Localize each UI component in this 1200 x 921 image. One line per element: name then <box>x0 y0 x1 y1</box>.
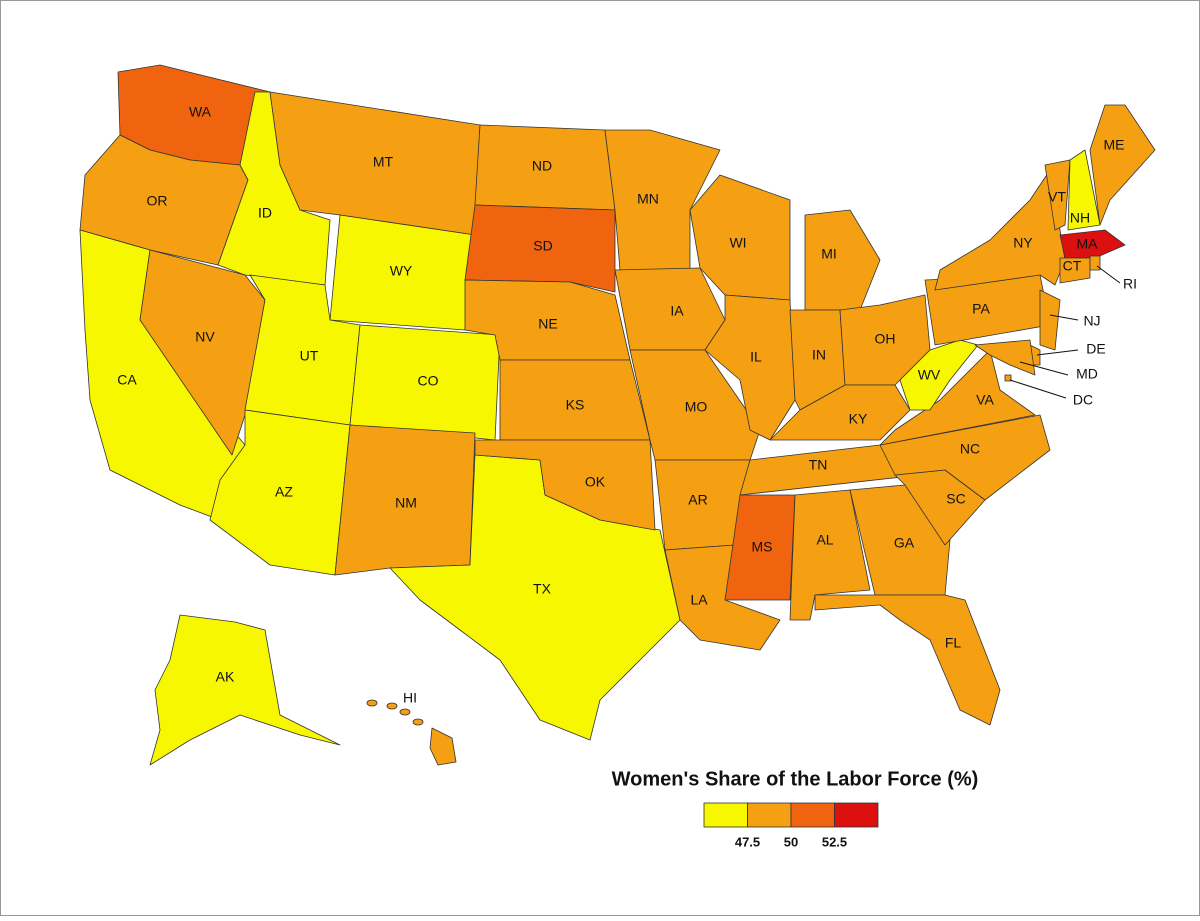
state-label: AK <box>216 669 235 685</box>
state-label: FL <box>945 635 962 651</box>
leader-line <box>1096 265 1121 284</box>
state-label: WA <box>189 104 212 120</box>
legend-tick-label: 52.5 <box>822 834 847 849</box>
state-label: MT <box>373 154 394 170</box>
state-label: LA <box>690 592 708 608</box>
legend-swatch <box>747 802 792 828</box>
state-shape <box>474 439 656 531</box>
state-shape <box>464 204 616 293</box>
state-shape <box>149 614 341 766</box>
state-label: ND <box>532 158 552 174</box>
state-label: WV <box>918 367 941 383</box>
legend-tick-label: 47.5 <box>735 834 760 849</box>
state-label: SC <box>946 491 965 507</box>
legend-title: Women's Share of the Labor Force (%) <box>612 768 979 790</box>
state-label: IA <box>670 303 684 319</box>
state-shape <box>1089 255 1101 271</box>
state-label: NH <box>1070 210 1090 226</box>
state-label: MO <box>685 399 708 415</box>
state-label: NC <box>960 441 980 457</box>
state-label: MI <box>821 246 837 262</box>
state-label: OK <box>585 474 606 490</box>
state-shape <box>899 339 979 411</box>
state-shape <box>1059 257 1091 284</box>
state-label: NJ <box>1083 313 1100 329</box>
state-shape <box>1004 374 1012 382</box>
state-label: SD <box>533 238 552 254</box>
state-label: DC <box>1073 392 1093 408</box>
state-label: GA <box>894 535 915 551</box>
state-label: AZ <box>275 484 293 500</box>
state-label: NY <box>1013 235 1033 251</box>
state-shape <box>804 209 881 311</box>
leader-line <box>1019 361 1069 376</box>
leader-line <box>1036 349 1079 356</box>
state-shape <box>604 129 721 271</box>
leader-line <box>1009 379 1067 399</box>
state-label: NM <box>395 495 417 511</box>
state-label: AL <box>816 532 833 548</box>
state-label: VT <box>1048 189 1066 205</box>
island <box>386 702 398 710</box>
legend-swatch <box>703 802 748 828</box>
state-label: ME <box>1104 137 1125 153</box>
state-label: MD <box>1076 366 1098 382</box>
state-label: CT <box>1063 258 1082 274</box>
state-label: PA <box>972 301 990 317</box>
state-label: ID <box>258 205 272 221</box>
state-label: KY <box>849 411 868 427</box>
state-shape <box>879 414 1051 501</box>
state-label: NE <box>538 316 557 332</box>
state-shape <box>1059 229 1126 259</box>
state-shape <box>814 594 1001 726</box>
state-label: MN <box>637 191 659 207</box>
legend-swatch <box>834 802 879 828</box>
state-label: WI <box>729 235 746 251</box>
state-label: HI <box>403 690 417 706</box>
state-label: AR <box>688 492 707 508</box>
state-label: IL <box>750 349 762 365</box>
state-shape <box>879 349 1036 446</box>
state-label: WY <box>390 263 413 279</box>
state-shape <box>1089 104 1156 226</box>
state-label: OH <box>875 331 896 347</box>
state-label: CO <box>418 373 439 389</box>
state-label: TX <box>533 581 552 597</box>
island <box>399 708 411 716</box>
state-shape <box>1044 159 1071 231</box>
state-label: VA <box>976 392 994 408</box>
state-label: IN <box>812 347 826 363</box>
state-label: RI <box>1123 276 1137 292</box>
island <box>366 699 378 707</box>
state-shape <box>769 384 911 441</box>
state-shape <box>1039 289 1061 351</box>
state-label: KS <box>566 397 585 413</box>
state-label: NV <box>195 329 215 345</box>
legend-tick-label: 50 <box>784 834 798 849</box>
legend-swatch <box>790 802 835 828</box>
leader-line <box>1049 314 1079 321</box>
island <box>412 718 424 726</box>
state-label: TN <box>809 457 828 473</box>
state-label: OR <box>147 193 168 209</box>
state-shape <box>974 339 1036 376</box>
state-label: UT <box>300 348 319 364</box>
state-label: MS <box>752 539 773 555</box>
state-shape <box>429 727 457 766</box>
state-label: CA <box>117 372 137 388</box>
state-label: DE <box>1086 341 1105 357</box>
state-shape <box>724 494 796 601</box>
state-label: MA <box>1077 236 1099 252</box>
